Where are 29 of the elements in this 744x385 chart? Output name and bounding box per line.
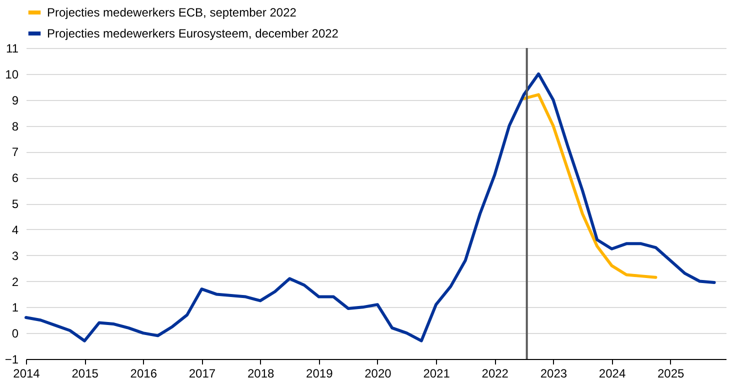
- y-tick-label: 5: [12, 197, 19, 211]
- x-tick-label: 2021: [423, 366, 450, 380]
- y-tick-label: 10: [5, 67, 19, 82]
- x-tick-label: 2025: [658, 366, 685, 380]
- x-tick-label: 2015: [72, 366, 99, 380]
- x-tick-label: 2016: [130, 366, 158, 380]
- line-series: [24, 72, 716, 342]
- y-tick-label: −1: [4, 352, 19, 366]
- y-tick-label: 4: [12, 222, 19, 237]
- x-tick-label: 2014: [13, 366, 40, 380]
- x-tick-label: 2020: [364, 366, 392, 380]
- y-tick-label: 9: [12, 93, 19, 108]
- legend-label: Projecties medewerkers ECB, september 2022: [47, 6, 297, 20]
- x-tick-label: 2019: [306, 366, 334, 380]
- y-tick-label: 2: [12, 274, 19, 289]
- x-tick-label: 2018: [247, 366, 274, 380]
- y-tick-label: 11: [6, 42, 19, 56]
- y-tick-label: 7: [12, 145, 19, 160]
- y-tick-label: 0: [12, 326, 19, 341]
- x-tick-label: 2023: [540, 366, 568, 380]
- y-tick-label: 6: [12, 171, 19, 186]
- y-tick-label: 3: [12, 248, 19, 263]
- line-series: [522, 93, 658, 279]
- legend-label: Projecties medewerkers Eurosysteem, december 2022: [47, 26, 339, 40]
- y-tick-label: 1: [12, 300, 19, 315]
- x-tick-label: 2017: [188, 366, 216, 380]
- x-tick-label: 2024: [598, 366, 626, 380]
- y-tick-label: 8: [12, 119, 19, 134]
- x-tick-label: 2022: [482, 366, 509, 380]
